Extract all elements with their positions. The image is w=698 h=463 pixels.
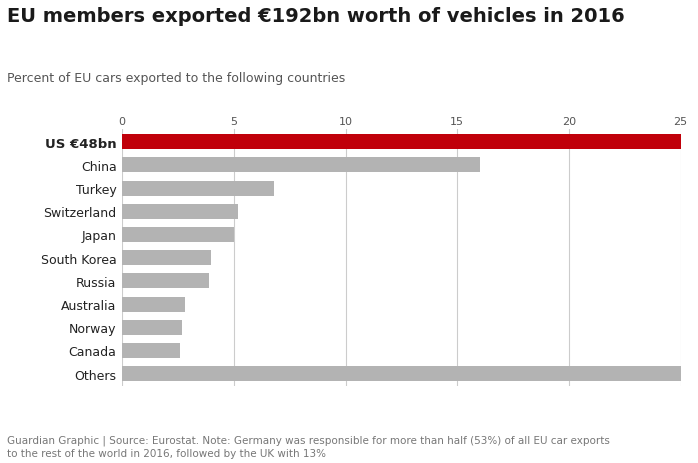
Bar [122, 135, 681, 150]
Bar [122, 250, 211, 266]
Bar [122, 366, 681, 382]
Bar [122, 204, 238, 219]
Text: Percent of EU cars exported to the following countries: Percent of EU cars exported to the follo… [7, 72, 346, 85]
Bar [122, 320, 182, 335]
Text: Guardian Graphic | Source: Eurostat. Note: Germany was responsible for more than: Guardian Graphic | Source: Eurostat. Not… [7, 435, 610, 458]
Bar [122, 227, 234, 243]
Bar [122, 181, 274, 196]
Text: EU members exported €192bn worth of vehicles in 2016: EU members exported €192bn worth of vehi… [7, 7, 625, 26]
Bar [122, 297, 185, 312]
Bar [122, 343, 180, 358]
Bar [122, 158, 480, 173]
Bar [122, 274, 209, 289]
